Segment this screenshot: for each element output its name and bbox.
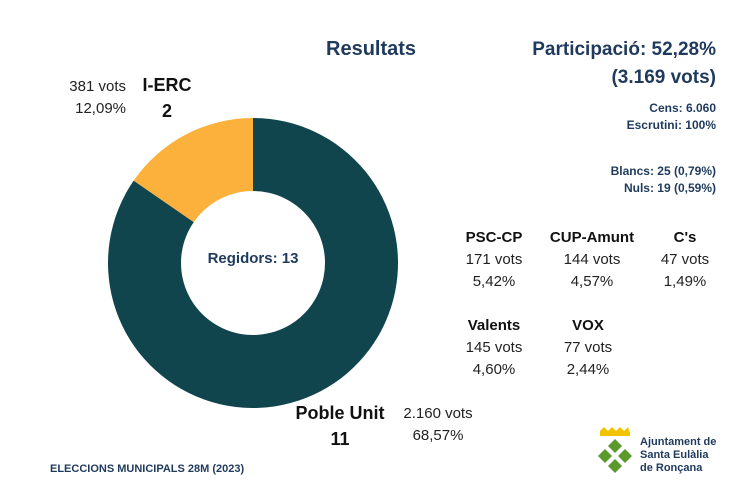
pu-stats: 2.160 vots 68,57%	[400, 403, 476, 447]
municipal-logo-text: Ajuntament de Santa Eulàlia de Ronçana	[640, 436, 716, 475]
donut-chart	[108, 118, 398, 408]
party-name: CUP-Amunt	[549, 229, 635, 246]
party-valents: Valents 145 vots 4,60%	[439, 315, 549, 381]
party-votes: 47 vots	[660, 251, 710, 268]
party-name: VOX	[572, 317, 604, 334]
donut-slice-i-erc	[133, 118, 253, 223]
party-name: Valents	[467, 317, 521, 334]
pu-percent: 68,57%	[412, 427, 464, 444]
municipal-logo-icon	[594, 425, 636, 477]
pu-seats: 11	[330, 429, 350, 449]
party-cs: C's 47 vots 1,49%	[630, 227, 740, 293]
participation-summary: Participació: 52,28% (3.169 vots)	[532, 36, 716, 92]
erc-votes: 381 vots	[69, 78, 126, 95]
blank-votes-label: Blancs: 25 (0,79%)	[610, 164, 716, 178]
party-percent: 4,57%	[570, 273, 614, 290]
footer-election-label: ELECCIONS MUNICIPALS 28M (2023)	[50, 463, 245, 475]
party-percent: 1,49%	[663, 273, 707, 290]
null-votes-label: Nuls: 19 (0,59%)	[623, 181, 716, 195]
pu-votes: 2.160 vots	[403, 405, 473, 422]
party-percent: 4,60%	[472, 361, 516, 378]
logo-line-2: Santa Eulàlia	[640, 449, 709, 461]
logo-line-1: Ajuntament de	[640, 436, 717, 448]
erc-percent: 12,09%	[75, 100, 126, 117]
pu-label: Poble Unit 11	[288, 400, 392, 452]
party-name: PSC-CP	[465, 229, 523, 246]
pu-name: Poble Unit	[295, 403, 385, 423]
erc-stats: 381 vots 12,09%	[62, 76, 126, 120]
census-block: Cens: 6.060 Escrutini: 100%	[627, 100, 716, 134]
donut-svg	[108, 118, 398, 408]
party-name: C's	[673, 229, 697, 246]
census-label: Cens: 6.060	[649, 101, 716, 115]
party-votes: 144 vots	[563, 251, 621, 268]
donut-slice-poble-unit	[108, 118, 398, 408]
party-votes: 171 vots	[465, 251, 523, 268]
seats-total-label: Regidors: 13	[207, 250, 299, 267]
erc-seats: 2	[161, 101, 172, 121]
party-cup: CUP-Amunt 144 vots 4,57%	[537, 227, 647, 293]
party-percent: 2,44%	[566, 361, 610, 378]
blank-null-block: Blancs: 25 (0,79%) Nuls: 19 (0,59%)	[611, 163, 716, 197]
party-percent: 5,42%	[472, 273, 516, 290]
party-votes: 77 vots	[563, 339, 613, 356]
party-vox: VOX 77 vots 2,44%	[533, 315, 643, 381]
erc-name: I-ERC	[142, 75, 192, 95]
scrutiny-label: Escrutini: 100%	[626, 118, 716, 132]
participation-percent: Participació: 52,28%	[532, 39, 716, 60]
participation-votes: (3.169 vots)	[611, 67, 716, 88]
party-psc: PSC-CP 171 vots 5,42%	[439, 227, 549, 293]
erc-label: I-ERC 2	[134, 72, 200, 124]
party-votes: 145 vots	[465, 339, 523, 356]
chart-title: Resultats	[326, 38, 417, 60]
logo-line-3: de Ronçana	[640, 462, 703, 474]
